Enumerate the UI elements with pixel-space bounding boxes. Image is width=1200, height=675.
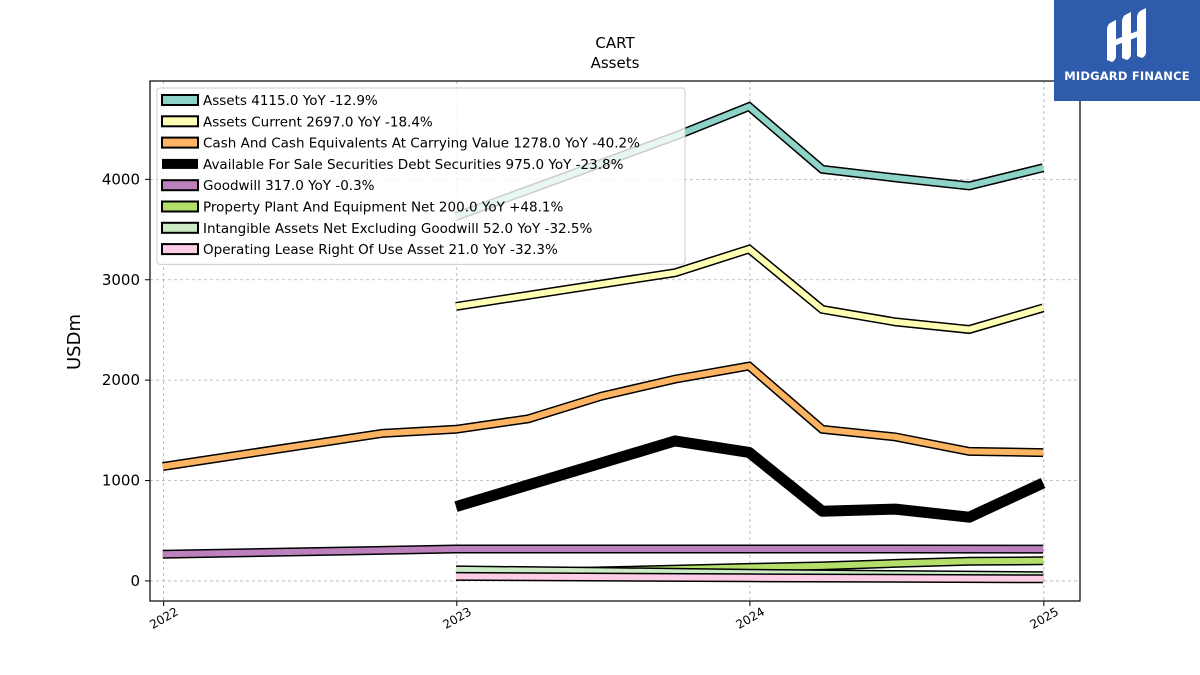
legend-entry: Assets Current 2697.0 YoY -18.4% — [203, 114, 433, 130]
legend-swatch — [161, 243, 199, 256]
y-tick-label: 3000 — [102, 271, 140, 289]
x-tick-label: 2025 — [1027, 604, 1060, 631]
chart-title: CART — [595, 34, 635, 52]
brand-name: MIDGARD FINANCE — [1064, 69, 1190, 83]
legend-swatch — [162, 158, 198, 169]
legend-entry: Assets 4115.0 YoY -12.9% — [203, 93, 378, 109]
y-tick-label: 2000 — [102, 371, 140, 389]
series-line-3 — [162, 362, 1044, 470]
series-line-5 — [162, 546, 1044, 558]
legend-box — [156, 87, 686, 265]
brand-logo-icon — [1107, 8, 1146, 62]
legend-entry: Property Plant And Equipment Net 200.0 Y… — [203, 200, 563, 216]
legend-entry: Available For Sale Securities Debt Secur… — [203, 157, 624, 173]
x-tick-label: 2022 — [147, 604, 180, 631]
brand-logo: MIDGARD FINANCE — [1054, 0, 1200, 101]
legend-swatch — [161, 115, 199, 128]
y-tick-label: 1000 — [102, 472, 140, 490]
series-outline-3 — [162, 361, 1044, 471]
legend-entry: Intangible Assets Net Excluding Goodwill… — [203, 221, 593, 237]
series-line-2 — [455, 245, 1044, 333]
legend-entry: Goodwill 317.0 YoY -0.3% — [203, 178, 375, 194]
plot-frame — [149, 80, 1081, 602]
legend-swatch — [161, 179, 199, 192]
y-axis-label: USDm — [64, 314, 85, 370]
x-tick-label: 2024 — [734, 604, 767, 631]
series-line-4 — [454, 435, 1046, 523]
legend-entry: Cash And Cash Equivalents At Carrying Va… — [203, 136, 640, 152]
legend-swatch — [161, 94, 199, 106]
legend-swatch — [161, 136, 199, 149]
legend: Assets 4115.0 YoY -12.9% Assets Current 2… — [156, 87, 686, 265]
legend-entry: Operating Lease Right Of Use Asset 21.0 … — [203, 242, 558, 258]
x-tick-label: 2023 — [440, 604, 473, 631]
series-line-8 — [455, 573, 1044, 582]
series-lines — [162, 101, 1046, 584]
y-tick-label: 0 — [130, 572, 140, 590]
legend-swatch — [161, 200, 199, 213]
chart-subtitle: Assets — [591, 54, 640, 72]
legend-swatch — [161, 221, 199, 234]
y-tick-label: 4000 — [102, 170, 140, 188]
